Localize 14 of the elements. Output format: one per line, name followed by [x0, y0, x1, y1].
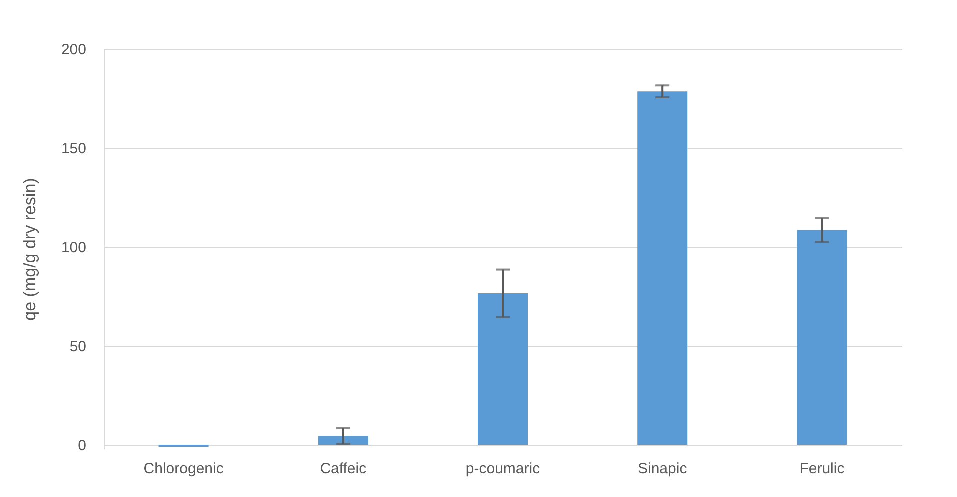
y-tick-label: 100 — [61, 240, 86, 257]
x-tick-label: Caffeic — [320, 460, 368, 478]
bar — [797, 230, 848, 446]
bar — [638, 92, 688, 446]
y-tick-label: 0 — [78, 438, 86, 455]
y-tick-label: 150 — [61, 140, 86, 158]
bar — [478, 294, 528, 446]
y-tick-label: 50 — [70, 338, 86, 356]
x-tick-label: Ferulic — [800, 460, 846, 478]
y-axis-title: qe (mg/g dry resin) — [20, 178, 40, 321]
x-tick-label: Sinapic — [638, 460, 688, 478]
y-tick-label: 200 — [61, 42, 86, 58]
x-tick-label: p-coumaric — [466, 460, 541, 478]
x-tick-label: Chlorogenic — [144, 460, 224, 478]
